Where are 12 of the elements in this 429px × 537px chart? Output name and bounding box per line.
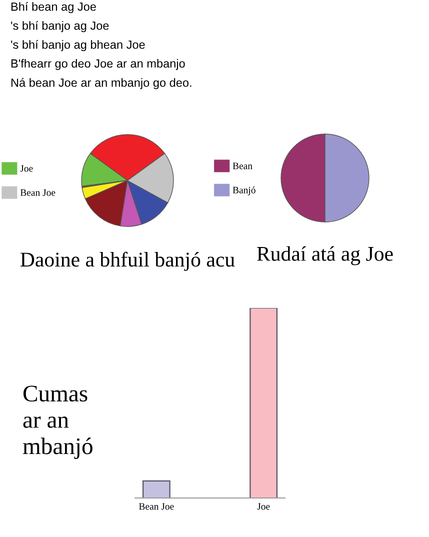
legend-label: Bean Joe: [20, 189, 56, 196]
text: Cumas ar an mbanjó: [22, 386, 92, 460]
text: B'fhearr go deo Joe ar an mbanjo: [11, 59, 185, 70]
legend-label: Bean: [232, 162, 252, 170]
legend-label: Banjó: [232, 186, 256, 196]
text: 's bhí banjo ag Joe: [11, 21, 109, 32]
text: Bhí bean ag Joe: [11, 2, 96, 14]
legend-label: Joe: [20, 165, 33, 172]
text: Rudaí atá ag Joe: [257, 246, 393, 266]
text: Ná bean Joe ar an mbanjo go deo.: [11, 78, 192, 90]
text: Daoine a bhfuil banjó acu: [20, 252, 235, 271]
text: 's bhí banjo ag bhean Joe: [11, 40, 145, 52]
